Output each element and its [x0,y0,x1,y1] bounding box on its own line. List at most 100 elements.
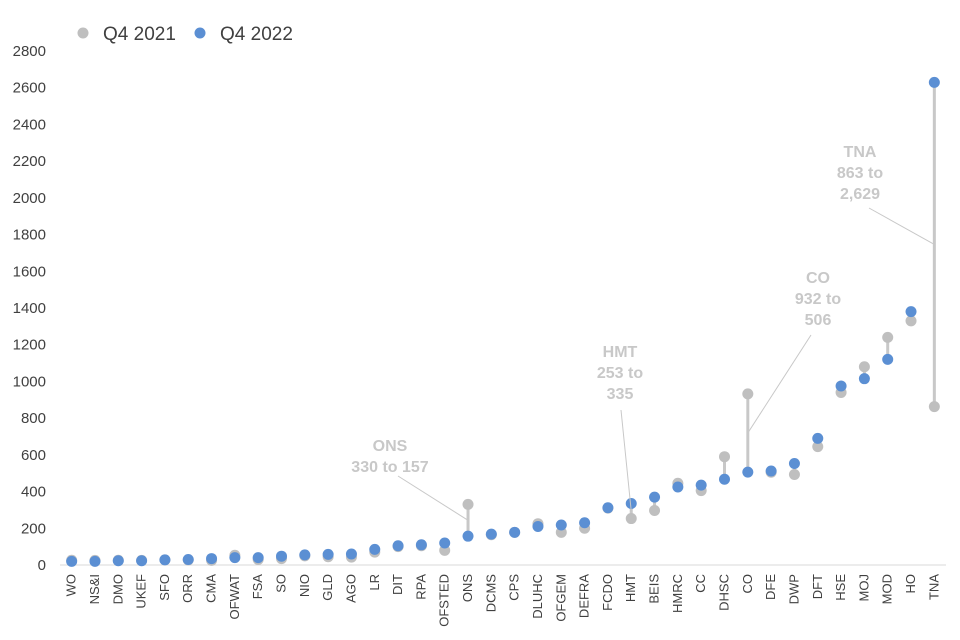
y-tick-label: 2600 [13,80,46,97]
y-tick-label: 600 [21,447,46,464]
x-tick-label: CC [693,574,708,593]
x-tick-label: DIT [390,574,405,595]
annotation-label-TNA: 2,629 [840,186,880,203]
point-1-CMA [206,553,218,565]
y-axis: 0 200 400 600 800 1000 1200 1400 1600 1800 2000 220… [13,43,46,574]
x-tick-label: DFT [810,574,825,599]
point-1-DFE [765,465,777,477]
x-tick-label: MOD [880,574,895,604]
point-0-ONS [462,498,474,510]
annotation-label-HMT: 335 [607,386,634,403]
y-tick-label: 2800 [13,43,46,60]
x-tick-label: SFO [157,574,172,601]
point-1-ORR [182,553,194,565]
point-1-GLD [322,548,334,560]
point-1-MOJ [858,373,870,385]
point-1-MOD [882,353,894,365]
x-tick-label: FSA [250,574,265,600]
point-1-AGO [345,548,357,560]
x-tick-label: CPS [507,574,522,601]
point-1-CO [742,466,754,478]
legend-label-0: Q4 2021 [103,24,176,45]
point-1-BEIS [649,491,661,503]
y-tick-label: 1000 [13,373,46,390]
y-tick-label: 2000 [13,190,46,207]
x-tick-label: DCMS [483,574,498,613]
point-1-HMT [625,498,637,510]
legend-marker-1 [194,27,206,39]
y-tick-label: 400 [21,484,46,501]
annotation-leader-TNA [868,207,935,245]
point-0-MOD [882,331,894,343]
y-tick-label: 800 [21,410,46,427]
x-tick-label: OFGEM [553,574,568,622]
annotation-label-CO: 932 to [795,291,841,308]
x-tick-label: ONS [460,574,475,603]
x-tick-label: DEFRA [577,574,592,618]
x-tick-label: DLUHC [530,574,545,619]
annotation-label-ONS: ONS [373,438,408,455]
point-1-NS&I [89,555,101,567]
point-1-HSE [835,380,847,392]
point-0-TNA [928,401,940,413]
annotation-label-TNA: TNA [844,144,877,161]
x-tick-label: HO [903,574,918,594]
annotation-label-CO: CO [806,270,830,287]
x-tick-label: CMA [204,574,219,603]
point-0-MOJ [858,361,870,373]
x-tick-label: MOJ [856,574,871,601]
legend: Q4 2021 Q4 2022 [77,24,293,45]
annotation-label-ONS: 330 to 157 [351,459,428,476]
y-tick-label: 1400 [13,300,46,317]
x-tick-label: DWP [786,574,801,604]
point-1-ONS [462,530,474,542]
x-tick-label: OFSTED [437,574,452,627]
point-1-UKEF [136,555,148,567]
point-0-DHSC [719,451,730,463]
point-1-TNA [928,76,940,88]
x-tick-label: BEIS [647,574,662,604]
y-tick-label: 1200 [13,337,46,354]
x-tick-label: SO [274,574,289,593]
point-1-FSA [252,552,264,564]
x-tick-label: ORR [180,574,195,603]
x-tick-label: HMRC [670,574,685,613]
point-0-CO [742,388,754,400]
point-1-NIO [299,549,311,561]
x-axis: WO NS&I DMO UKEF SFO ORR CMA OFWAT FSA SO NIO GLD AG… [60,564,946,627]
point-1-CC [695,479,707,491]
legend-marker-0 [77,27,89,39]
annotation-label-CO: 506 [805,312,832,329]
x-tick-label: TNA [926,574,941,600]
y-tick-label: 2400 [13,116,46,133]
x-tick-label: GLD [320,574,335,601]
point-0-BEIS [649,504,661,516]
x-tick-label: DFE [763,574,778,600]
x-tick-label: UKEF [134,574,149,609]
x-tick-label: DMO [110,574,125,604]
annotation-label-TNA: 863 to [837,165,883,182]
y-tick-label: 1800 [13,227,46,244]
point-1-DLUHC [532,520,544,532]
x-tick-label: OFWAT [227,574,242,620]
legend-label-1: Q4 2022 [220,24,293,45]
annotations: ONS 330 to 157 HMT 253 to 335 CO 932 to 506 TNA 8… [351,144,935,521]
point-1-LR [369,543,381,555]
point-1-DWP [788,457,800,469]
annotation-leader-CO [747,334,812,434]
x-tick-label: LR [367,574,382,591]
annotation-leader-HMT [620,409,632,512]
point-1-OFGEM [555,519,567,531]
annotation-label-HMT: HMT [603,344,638,361]
point-1-SFO [159,554,171,566]
point-1-OFWAT [229,552,241,564]
point-1-DFT [812,432,824,444]
point-1-DEFRA [579,517,591,529]
point-1-DCMS [485,528,497,540]
x-tick-label: WO [64,574,79,596]
x-tick-label: NIO [297,574,312,597]
point-0-DWP [788,468,800,480]
annotation-label-HMT: 253 to [597,365,643,382]
